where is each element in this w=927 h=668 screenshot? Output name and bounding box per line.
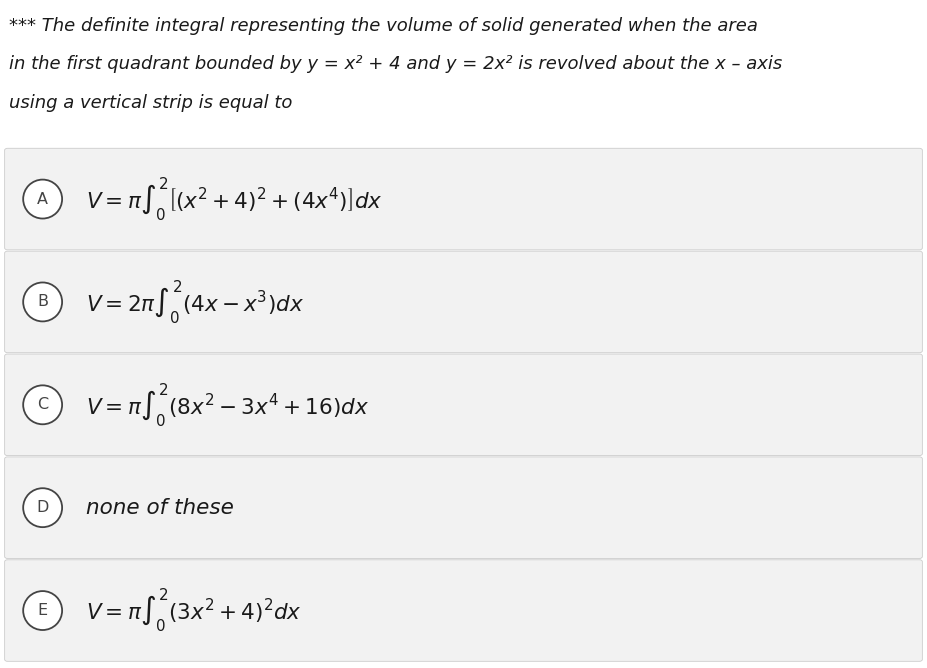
FancyBboxPatch shape [5,560,922,661]
FancyBboxPatch shape [5,354,922,456]
Text: $V= \pi \int_0^{2}\left[(x^2+4)^2+(4x^4)\right]dx$: $V= \pi \int_0^{2}\left[(x^2+4)^2+(4x^4)… [86,175,383,223]
Ellipse shape [23,385,62,424]
Text: $V= \pi \int_0^{2}(8x^2 - 3x^4 + 16)dx$: $V= \pi \int_0^{2}(8x^2 - 3x^4 + 16)dx$ [86,381,369,429]
Text: using a vertical strip is equal to: using a vertical strip is equal to [9,94,293,112]
Text: in the first quadrant bounded by y = x² + 4 and y = 2x² is revolved about the x : in the first quadrant bounded by y = x² … [9,55,782,73]
Text: *** The definite integral representing the volume of solid generated when the ar: *** The definite integral representing t… [9,17,758,35]
FancyBboxPatch shape [5,251,922,353]
Text: C: C [37,397,48,412]
Ellipse shape [23,591,62,630]
Text: E: E [38,603,47,618]
Text: $V = 2\pi \int_0^{2}(4x - x^3)dx$: $V = 2\pi \int_0^{2}(4x - x^3)dx$ [86,278,304,326]
FancyBboxPatch shape [5,457,922,558]
Ellipse shape [23,283,62,321]
Text: B: B [37,295,48,309]
Text: D: D [36,500,49,515]
Text: none of these: none of these [86,498,235,518]
Ellipse shape [23,180,62,218]
FancyBboxPatch shape [5,148,922,250]
Text: A: A [37,192,48,206]
Text: $V= \pi \int_0^{2}(3x^2 + 4)^2 dx$: $V= \pi \int_0^{2}(3x^2 + 4)^2 dx$ [86,587,302,635]
Ellipse shape [23,488,62,527]
